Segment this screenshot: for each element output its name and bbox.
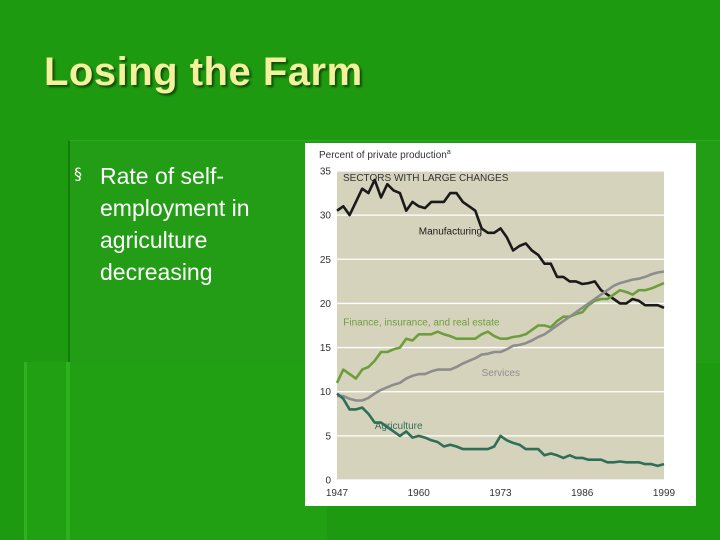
line-chart: 0 5 10 15 20 25 30 35 1947 1960 1973 1986 1999 Percen… <box>319 149 676 499</box>
slide-title: Losing the Farm <box>44 50 363 94</box>
series-label-1: Finance, insurance, and real estate <box>343 318 500 329</box>
y-tick-label: 30 <box>320 211 332 222</box>
square-bullet-icon: § <box>74 164 82 183</box>
x-tick-label: 1947 <box>326 488 349 499</box>
series-label-2: Services <box>482 368 520 379</box>
series-label-0: Manufacturing <box>419 227 482 238</box>
x-tick-label: 1986 <box>571 488 594 499</box>
y-tick-label: 15 <box>320 343 332 354</box>
y-tick-label: 5 <box>325 431 331 442</box>
y-tick-label: 35 <box>320 167 332 178</box>
bullet-text: Rate of self-employment in agriculture d… <box>100 163 250 285</box>
y-axis-label-marker: a <box>447 149 451 156</box>
y-tick-label: 20 <box>320 299 332 310</box>
x-tick-label: 1999 <box>653 488 676 499</box>
series-line-2 <box>337 270 665 402</box>
y-tick-label: 0 <box>325 476 331 487</box>
series-label-3: Agriculture <box>375 421 423 432</box>
y-axis-label: Percent of private productiona <box>319 149 451 161</box>
decorative-stripe <box>66 362 70 540</box>
series-line-3 <box>336 392 665 468</box>
decorative-bar <box>24 362 327 540</box>
y-tick-label: 10 <box>320 387 332 398</box>
x-tick-label: 1960 <box>408 488 431 499</box>
bullet-item: § Rate of self-employment in agriculture… <box>74 160 289 288</box>
chart-card: 0 5 10 15 20 25 30 35 1947 1960 1973 1986 1999 Percen… <box>305 143 696 506</box>
series-line-1 <box>335 281 665 384</box>
y-tick-label: 25 <box>320 255 332 266</box>
chart-header: SECTORS WITH LARGE CHANGES <box>343 173 509 184</box>
x-tick-label: 1973 <box>489 488 512 499</box>
